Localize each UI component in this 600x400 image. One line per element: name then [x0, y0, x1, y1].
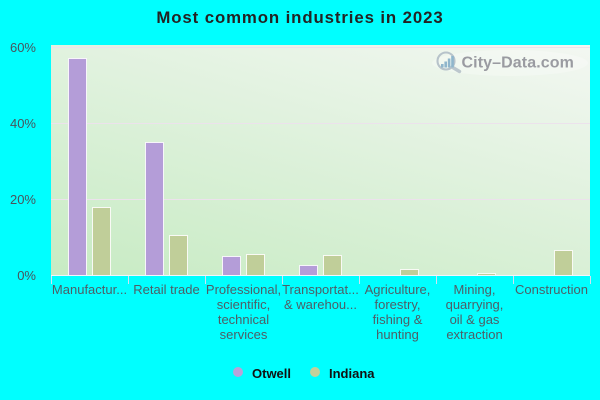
svg-text:City–Data.com: City–Data.com [462, 55, 574, 72]
